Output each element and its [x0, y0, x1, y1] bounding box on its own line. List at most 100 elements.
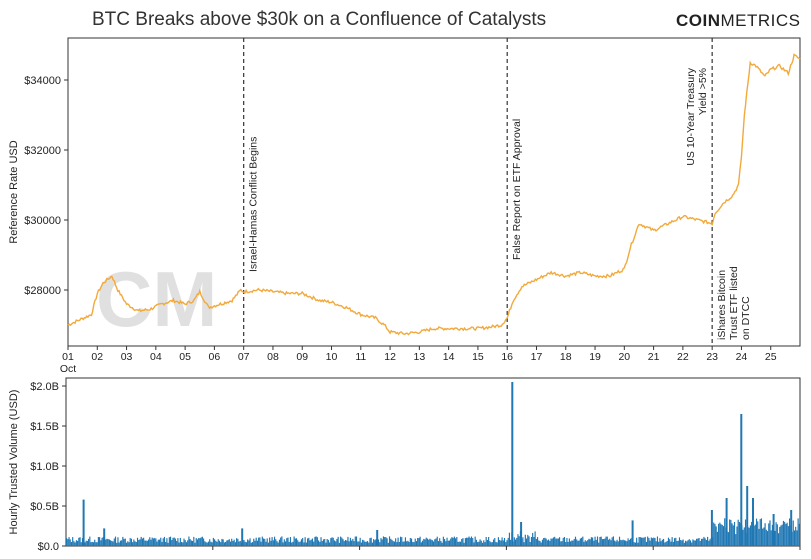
volume-bar [554, 536, 556, 546]
volume-spike [725, 498, 728, 546]
volume-bar [381, 539, 383, 546]
volume-bar [795, 526, 797, 546]
volume-bar [576, 539, 578, 546]
volume-bar [215, 540, 217, 546]
event-label-israel-hamas: Israel-Hamas Conflict Begins [248, 137, 260, 272]
volume-bar [688, 539, 690, 546]
volume-bar [675, 537, 677, 546]
volume-bar [473, 542, 475, 546]
volume-bar [477, 542, 479, 546]
volume-bar [336, 538, 338, 546]
volume-bar [480, 540, 482, 546]
volume-bar [373, 539, 375, 546]
volume-bar [333, 540, 336, 546]
volume-bar [402, 541, 404, 546]
volume-spike [772, 514, 775, 546]
volume-bar [211, 542, 213, 546]
volume-bar [678, 537, 681, 546]
volume-bar [603, 539, 605, 546]
volume-bar [299, 541, 301, 546]
volume-bar [446, 537, 448, 546]
volume-bar [413, 542, 415, 546]
volume-bar [260, 541, 262, 546]
volume-bar [329, 542, 331, 546]
event-label-ishares-dtcc-line: on DTCC [740, 296, 752, 340]
volume-bar [254, 540, 256, 546]
volume-bar [132, 542, 134, 546]
volume-ytick-label: $0.0 [38, 541, 59, 553]
volume-bar [637, 542, 639, 546]
volume-bar [702, 538, 704, 546]
volume-bar [196, 539, 199, 546]
volume-bar [114, 536, 117, 546]
volume-ytick-label: $1.0B [30, 461, 59, 473]
volume-bars [66, 382, 800, 546]
chart-title: BTC Breaks above $30k on a Confluence of… [92, 9, 547, 30]
volume-bar [692, 539, 694, 546]
volume-bar [611, 537, 613, 546]
volume-bar [388, 536, 391, 546]
volume-bar [337, 536, 339, 546]
volume-bar [452, 537, 454, 546]
volume-bar [167, 542, 169, 546]
volume-bar [606, 536, 608, 546]
volume-bar [280, 537, 282, 546]
volume-bar [703, 536, 705, 546]
volume-bar [539, 541, 541, 546]
volume-bar [303, 542, 305, 546]
volume-bar [84, 542, 86, 546]
volume-bar [472, 538, 474, 546]
volume-bar [636, 537, 638, 546]
volume-bar [439, 538, 441, 546]
volume-bar [704, 538, 706, 546]
volume-bar [532, 532, 534, 546]
volume-bar [604, 538, 606, 546]
volume-bar [445, 541, 447, 546]
volume-bar [557, 538, 559, 546]
volume-bar [693, 540, 695, 546]
price-xtick-label: 03 [121, 351, 133, 363]
volume-bar [425, 537, 427, 546]
volume-bar [116, 542, 118, 546]
volume-bar [658, 541, 660, 546]
volume-bar [499, 540, 501, 546]
volume-bar [563, 537, 566, 546]
volume-bar [395, 538, 397, 546]
volume-bar [572, 540, 574, 546]
volume-bar [617, 541, 619, 546]
volume-bar [433, 541, 435, 546]
volume-bar [667, 537, 670, 546]
volume-bar [201, 536, 203, 546]
coinmetrics-logo: COINMETRICS [676, 11, 801, 31]
volume-bar [133, 539, 135, 546]
volume-bar [221, 538, 223, 546]
volume-bar [203, 538, 205, 546]
volume-bar [732, 525, 734, 546]
volume-bar [391, 539, 393, 546]
volume-bar [91, 541, 93, 546]
volume-bar [793, 530, 796, 546]
volume-bar [660, 541, 662, 546]
volume-bar [792, 520, 794, 546]
volume-bar [784, 521, 786, 546]
volume-bar [431, 540, 433, 546]
volume-bar [594, 536, 596, 546]
volume-bar [468, 536, 470, 546]
volume-bar [424, 539, 426, 546]
volume-bar [599, 537, 601, 546]
volume-bar [749, 525, 751, 546]
volume-bar [408, 541, 410, 546]
volume-bar [262, 538, 265, 546]
volume-bar [765, 529, 767, 546]
volume-bar [308, 537, 310, 546]
volume-bar [481, 542, 484, 546]
volume-bar [300, 539, 303, 546]
volume-bar [562, 537, 564, 546]
volume-bar [469, 537, 471, 546]
volume-bar [664, 542, 666, 546]
volume-bar [194, 542, 196, 546]
volume-bar [172, 537, 174, 546]
volume-bar [386, 538, 388, 546]
volume-bar [484, 542, 486, 546]
volume-bar [429, 538, 431, 546]
